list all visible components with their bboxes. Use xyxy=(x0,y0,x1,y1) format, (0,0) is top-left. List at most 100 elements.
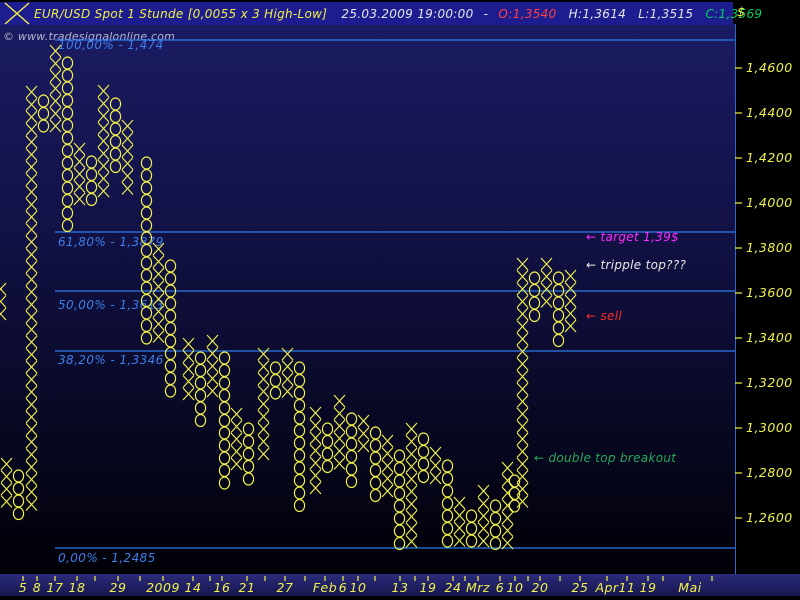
pf-column-o xyxy=(242,422,255,486)
tradesignal-x-icon xyxy=(4,2,30,25)
date-tick-label: 10 xyxy=(507,580,524,595)
price-tick-label: 1,3800 xyxy=(746,240,793,255)
pf-column-o xyxy=(293,361,306,513)
date-tick-label: 24 xyxy=(445,580,462,595)
pf-column-x xyxy=(333,394,346,470)
date-tick-label: 11 xyxy=(619,580,636,595)
date-tick-label: 17 xyxy=(47,580,64,595)
price-tick-label: 1,3600 xyxy=(746,285,793,300)
pf-column-o xyxy=(61,56,74,233)
pf-column-o xyxy=(164,259,177,398)
date-tick-label: 27 xyxy=(277,580,294,595)
pf-column-o xyxy=(393,449,406,551)
date-tick-label: 25 xyxy=(572,580,589,595)
fib-label: 0,00% - 1,2485 xyxy=(58,551,156,565)
pf-column-o xyxy=(140,156,153,345)
price-tick-label: 1,3400 xyxy=(746,330,793,345)
date-tick-label: 19 xyxy=(420,580,437,595)
price-tick-label: 1,2600 xyxy=(746,510,793,525)
annotation: ← sell xyxy=(586,309,622,323)
title-separator: - xyxy=(484,7,489,21)
fib-label: 61,80% - 1,3879 xyxy=(58,235,164,249)
date-tick-label: 8 xyxy=(33,580,41,595)
price-tick-label: 1,2800 xyxy=(746,465,793,480)
pf-column-o xyxy=(194,351,207,428)
price-axis: 1,4600 1,4400 1,4200 1,4000 1,3800 1,3600 1,34… xyxy=(735,60,793,525)
pf-column-x xyxy=(73,142,86,206)
date-tick-label: 6 xyxy=(339,580,347,595)
price-tick-label: 1,3200 xyxy=(746,375,793,390)
plot-area[interactable] xyxy=(0,24,735,575)
pf-column-o xyxy=(465,509,478,548)
pf-column-x xyxy=(405,422,418,548)
pf-column-x xyxy=(564,269,577,333)
price-tick-label: 1,4200 xyxy=(746,150,793,165)
date-axis: 5 8 17 18 29 2009 14 16 21 27 Feb 6 10 13 19 24 Mrz 6 10 20… xyxy=(19,576,713,595)
title-open-value: O:1,3540 xyxy=(498,7,556,21)
pf-column-x xyxy=(182,337,195,401)
title-close-value: C:1,3569 xyxy=(706,7,763,21)
date-tick-label: Feb xyxy=(313,580,337,595)
date-tick-label: 29 xyxy=(110,580,127,595)
pf-column-x xyxy=(0,282,7,321)
pf-column-o xyxy=(528,271,541,323)
pf-column-x xyxy=(0,457,13,508)
date-tick-label: 2009 xyxy=(146,580,180,595)
annotation: ← double top breakout xyxy=(534,451,677,465)
pf-column-x xyxy=(357,414,370,453)
price-tick-label: 1,4000 xyxy=(746,195,793,210)
pf-column-o xyxy=(269,361,282,400)
pf-column-x xyxy=(477,484,490,548)
pf-column-o xyxy=(417,432,430,484)
pf-column-x xyxy=(230,407,243,471)
pf-column-x xyxy=(429,446,442,485)
pf-column-x xyxy=(206,334,219,398)
pf-column-x xyxy=(309,406,322,495)
pf-column-o xyxy=(218,351,231,490)
date-tick-label: 21 xyxy=(239,580,256,595)
pf-column-x xyxy=(453,496,466,547)
title-low-value: L:1,3515 xyxy=(638,7,693,21)
annotation: ← tripple top??? xyxy=(586,258,687,272)
date-tick-label: 16 xyxy=(214,580,231,595)
pf-column-o xyxy=(508,474,521,513)
pf-column-x xyxy=(49,44,62,133)
date-tick-label: 14 xyxy=(185,580,202,595)
pf-column-o xyxy=(369,426,382,503)
date-tick-label: Mrz xyxy=(466,580,490,595)
pf-column-x xyxy=(25,85,38,511)
fib-label: 38,20% - 1,3346 xyxy=(58,353,164,367)
currency-symbol: $ xyxy=(737,4,745,19)
pf-column-o xyxy=(37,94,50,133)
pf-column-o xyxy=(345,412,358,489)
pf-column-o xyxy=(552,271,565,348)
pf-column-x xyxy=(257,347,270,461)
date-tick-label: 18 xyxy=(69,580,86,595)
pf-column-o xyxy=(489,499,502,551)
date-tick-label: 5 xyxy=(19,580,27,595)
date-tick-label: Mai xyxy=(678,580,701,595)
chart-title: EUR/USD Spot 1 Stunde [0,0055 x 3 High-L… xyxy=(34,7,762,21)
fib-label: 100,00% - 1,474 xyxy=(58,38,164,52)
date-tick-label: 13 xyxy=(392,580,409,595)
fib-label: 50,00% - 1,3613 xyxy=(58,298,164,312)
pf-column-x xyxy=(152,242,165,343)
date-tick-label: 20 xyxy=(532,580,549,595)
annotation: ← target 1,39$ xyxy=(586,230,679,244)
pf-column-x xyxy=(97,84,110,198)
pf-column-o xyxy=(321,422,334,474)
date-tick-label: Apr xyxy=(594,580,618,595)
pf-column-o xyxy=(12,469,25,521)
pf-column-x xyxy=(381,434,394,498)
fibonacci-levels: 100,00% - 1,474 61,80% - 1,3879 50,00% - 1… xyxy=(55,38,735,565)
pf-column-o xyxy=(441,459,454,548)
pf-column-o xyxy=(109,97,122,174)
point-and-figure-columns xyxy=(0,44,577,551)
title-instrument: EUR/USD Spot 1 Stunde [0,0055 x 3 High-L… xyxy=(34,7,327,21)
pf-column-x xyxy=(281,347,294,398)
title-high-value: H:1,3614 xyxy=(569,7,626,21)
price-tick-label: 1,4600 xyxy=(746,60,793,75)
pf-column-x xyxy=(540,257,553,308)
